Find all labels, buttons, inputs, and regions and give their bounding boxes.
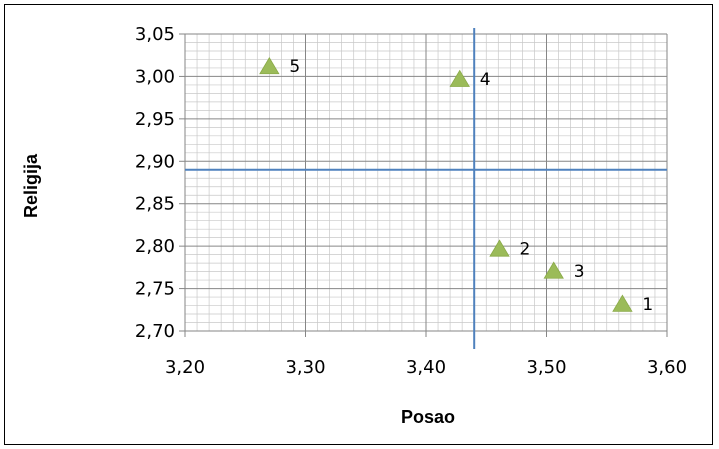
x-tick-label: 3,20 xyxy=(165,357,205,378)
x-axis-title: Posao xyxy=(401,407,455,427)
data-point-triangle xyxy=(259,56,280,75)
data-point-label: 5 xyxy=(289,57,300,77)
y-tick-label: 2,95 xyxy=(135,109,175,130)
x-tick-label: 3,50 xyxy=(526,357,566,378)
y-tick-label: 2,85 xyxy=(135,194,175,215)
data-point-label: 3 xyxy=(574,262,585,282)
chart-frame: 2,70 2,75 2,80 2,85 2,90 2,95 3,00 3,05 3,20 3,30… xyxy=(4,4,713,445)
data-point-triangle xyxy=(449,69,470,87)
tick-labels: 2,70 2,75 2,80 2,85 2,90 2,95 3,00 3,05 3,20 3,30… xyxy=(135,24,687,378)
y-tick-label: 2,80 xyxy=(135,236,175,257)
scatter-chart: 2,70 2,75 2,80 2,85 2,90 2,95 3,00 3,05 3,20 3,30… xyxy=(21,24,687,427)
y-tick-label: 2,75 xyxy=(135,279,175,300)
reference-lines xyxy=(185,28,667,349)
x-tick-label: 3,40 xyxy=(406,357,446,378)
data-point-label: 2 xyxy=(520,240,531,260)
grid-layer xyxy=(184,33,668,332)
x-tick-label: 3,30 xyxy=(285,357,325,378)
y-tick-label: 2,90 xyxy=(135,151,175,172)
y-tick-label: 2,70 xyxy=(135,321,175,342)
x-tick-label: 3,60 xyxy=(647,357,687,378)
data-point-triangle xyxy=(612,294,633,312)
data-points: 1 2 3 4 5 xyxy=(259,56,653,315)
data-point-label: 4 xyxy=(480,70,491,90)
data-point-triangle xyxy=(543,261,564,279)
data-point-label: 1 xyxy=(642,295,653,315)
y-axis-title: Religija xyxy=(21,153,41,218)
data-point-triangle xyxy=(489,239,510,257)
y-tick-label: 3,05 xyxy=(135,24,175,45)
y-tick-label: 3,00 xyxy=(135,66,175,87)
